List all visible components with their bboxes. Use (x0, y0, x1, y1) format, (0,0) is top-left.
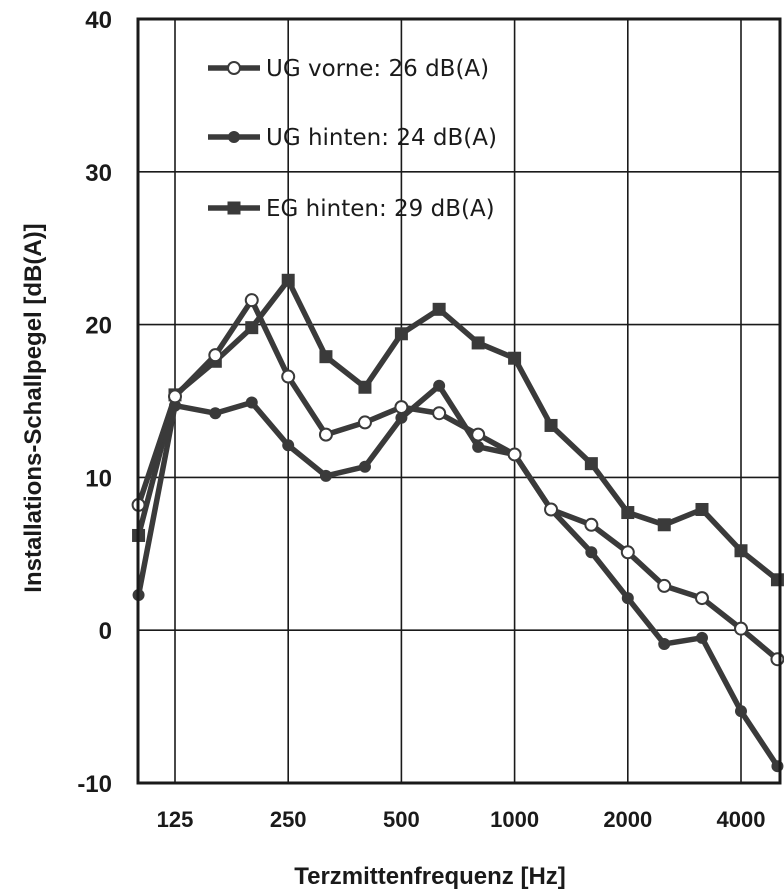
y-tick-label: -10 (77, 771, 112, 798)
data-point-open-circle (584, 517, 599, 532)
y-tick-label: 0 (99, 618, 112, 645)
series-line (135, 297, 780, 662)
legend: UG vorne: 26 dB(A) UG hinten: 24 dB(A) EG … (208, 56, 497, 222)
x-axis-label: Terzmittenfrequenz [Hz] (294, 863, 566, 890)
data-point-open-circle (770, 652, 784, 667)
x-tick-label: 500 (383, 807, 420, 832)
data-point-filled-circle (358, 460, 371, 473)
data-point-square (657, 518, 671, 532)
series (132, 273, 784, 587)
legend-item: UG vorne: 26 dB(A) (208, 56, 489, 82)
y-tick-label: 30 (85, 160, 112, 187)
data-point-filled-circle (472, 440, 485, 453)
data-point-square (319, 350, 333, 364)
data-point-filled-circle (658, 637, 671, 650)
y-tick-label: 10 (85, 465, 112, 492)
data-point-open-circle (168, 389, 182, 404)
data-point-open-circle (318, 427, 333, 442)
legend-item: UG hinten: 24 dB(A) (208, 125, 497, 151)
series (132, 379, 784, 773)
data-point-square (227, 201, 241, 215)
plot-frame (136, 17, 782, 785)
series (131, 293, 784, 667)
data-point-filled-circle (433, 379, 446, 392)
x-tick-label: 125 (157, 807, 194, 832)
data-point-filled-circle (395, 411, 408, 424)
data-point-filled-circle (585, 546, 598, 559)
data-point-square (770, 573, 784, 587)
legend-label: UG vorne: 26 dB(A) (266, 56, 489, 82)
x-tick-label: 1000 (490, 807, 539, 832)
legend-label: UG hinten: 24 dB(A) (266, 125, 497, 151)
data-point-square (584, 457, 598, 471)
data-point-open-circle (657, 578, 672, 593)
x-tick-label: 2000 (603, 807, 652, 832)
series-line (135, 382, 780, 768)
data-point-open-circle (432, 406, 447, 421)
data-point-open-circle (620, 545, 635, 560)
data-point-square (621, 506, 635, 520)
data-point-open-circle (281, 369, 296, 384)
legend-label: EG hinten: 29 dB(A) (266, 196, 495, 222)
data-point-open-circle (357, 415, 372, 430)
x-tick-label: 250 (270, 807, 307, 832)
data-point-filled-circle (282, 439, 295, 452)
data-point-filled-circle (771, 760, 784, 773)
data-point-square (394, 327, 408, 341)
data-point-square (695, 502, 709, 516)
data-point-square (734, 544, 748, 558)
data-point-open-circle (471, 427, 486, 442)
data-point-open-circle (734, 621, 748, 636)
data-point-square (281, 273, 295, 287)
y-tick-label: 20 (85, 313, 112, 340)
data-point-open-circle (244, 293, 259, 308)
y-axis-label: Installations-Schallpegel [dB(A)] (20, 223, 47, 592)
data-point-square (471, 336, 485, 350)
data-point-square (432, 302, 446, 316)
data-point-filled-circle (621, 592, 634, 605)
data-point-filled-circle (319, 469, 332, 482)
data-point-filled-circle (695, 631, 708, 644)
data-point-open-circle (507, 447, 522, 462)
y-tick-label: 40 (85, 7, 112, 34)
data-point-filled-circle (735, 705, 747, 718)
data-point-open-circle (544, 502, 559, 517)
data-point-filled-circle (245, 396, 258, 409)
data-point-open-circle (394, 400, 409, 415)
data-point-square (508, 351, 522, 365)
data-point-square (544, 418, 558, 432)
legend-item: EG hinten: 29 dB(A) (208, 196, 495, 222)
data-point-square (358, 380, 372, 394)
x-tick-labels: 125 250 500 1000 2000 4000 (157, 807, 766, 832)
y-tick-labels: 40 30 20 10 0 -10 (77, 7, 112, 798)
series-layer (131, 273, 784, 773)
data-point-filled-circle (209, 407, 222, 420)
data-point-open-circle (227, 61, 241, 75)
data-point-open-circle (694, 591, 709, 606)
data-point-filled-circle (228, 131, 240, 143)
x-tick-label: 4000 (717, 807, 766, 832)
data-point-open-circle (208, 348, 223, 363)
data-point-square (245, 321, 259, 335)
